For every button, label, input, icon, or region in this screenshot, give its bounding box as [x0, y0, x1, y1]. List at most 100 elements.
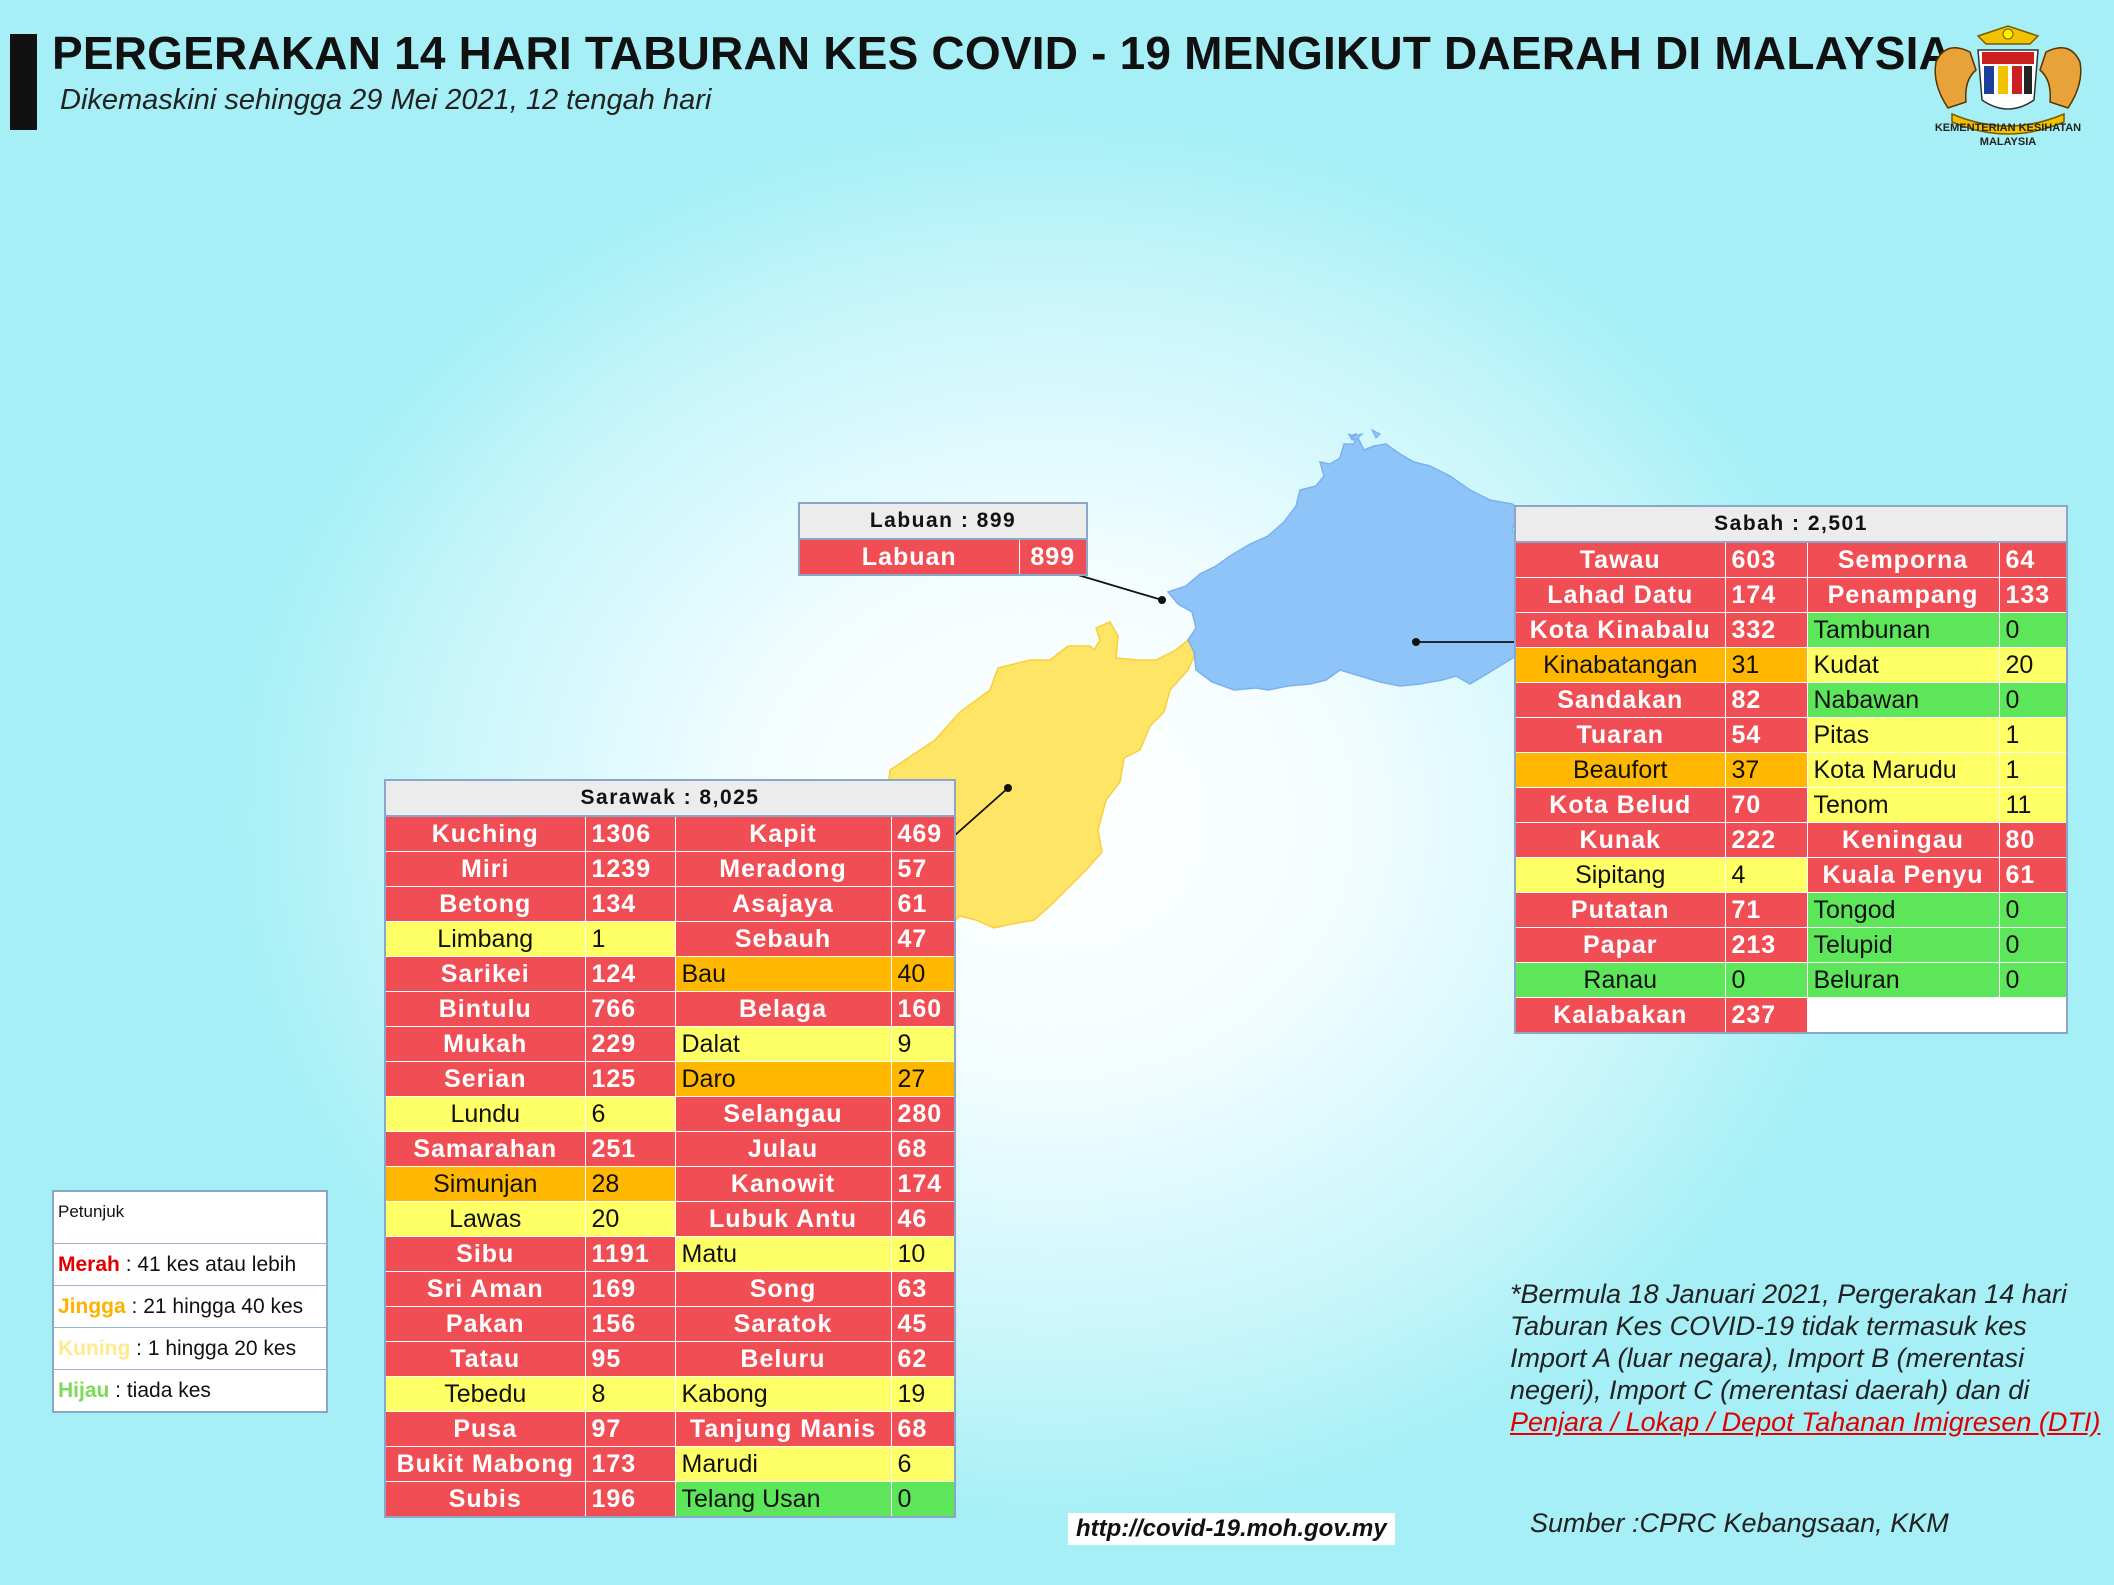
district-cases: 11 — [1999, 788, 2067, 823]
legend-box: Petunjuk Merah : 41 kes atau lebih Jingg… — [52, 1190, 328, 1413]
district-name: Meradong — [675, 852, 891, 887]
district-cases: 71 — [1725, 893, 1807, 928]
table-row: Kota Kinabalu 332 Tambunan 0 — [1515, 613, 2067, 648]
district-name: Ranau — [1515, 963, 1725, 998]
district-cases: 1239 — [585, 852, 675, 887]
district-name: Marudi — [675, 1447, 891, 1482]
labuan-marker — [1158, 596, 1166, 604]
legend-text: : 41 kes atau lebih — [120, 1253, 296, 1276]
table-row: Tebedu 8 Kabong 19 — [385, 1377, 955, 1412]
district-name: Sarikei — [385, 957, 585, 992]
district-name: Sibu — [385, 1237, 585, 1272]
district-cases: 222 — [1725, 823, 1807, 858]
district-cases: 46 — [891, 1202, 955, 1237]
website-url[interactable]: http://covid-19.moh.gov.my — [1068, 1513, 1395, 1545]
table-row: Tuaran 54 Pitas 1 — [1515, 718, 2067, 753]
district-name: Kalabakan — [1515, 998, 1725, 1034]
district-cases: 10 — [891, 1237, 955, 1272]
legend-item-hijau: Hijau : tiada kes — [54, 1370, 326, 1411]
table-row: Betong 134 Asajaya 61 — [385, 887, 955, 922]
district-cases: 134 — [585, 887, 675, 922]
table-row: Papar 213 Telupid 0 — [1515, 928, 2067, 963]
district-name: Kabong — [675, 1377, 891, 1412]
district-cases: 0 — [891, 1482, 955, 1518]
legend-text: : 1 hingga 20 kes — [130, 1337, 296, 1360]
district-name: Miri — [385, 852, 585, 887]
table-row: Sipitang 4 Kuala Penyu 61 — [1515, 858, 2067, 893]
district-name: Asajaya — [675, 887, 891, 922]
district-cases: 63 — [891, 1272, 955, 1307]
district-cases: 133 — [1999, 578, 2067, 613]
legend-item-merah: Merah : 41 kes atau lebih — [54, 1244, 326, 1286]
district-name: Kuching — [385, 816, 585, 852]
table-row: Lawas 20 Lubuk Antu 46 — [385, 1202, 955, 1237]
table-row: Mukah 229 Dalat 9 — [385, 1027, 955, 1062]
district-cases: 40 — [891, 957, 955, 992]
district-cases: 0 — [1999, 928, 2067, 963]
district-cases: 174 — [1725, 578, 1807, 613]
district-cases: 47 — [891, 922, 955, 957]
district-name: Belaga — [675, 992, 891, 1027]
legend-text: : tiada kes — [109, 1379, 211, 1402]
district-cases: 469 — [891, 816, 955, 852]
district-cases: 0 — [1999, 963, 2067, 998]
district-name: Bukit Mabong — [385, 1447, 585, 1482]
district-name: Labuan — [799, 539, 1019, 575]
district-cases: 20 — [1999, 648, 2067, 683]
district-name: Pitas — [1807, 718, 1999, 753]
district-name: Putatan — [1515, 893, 1725, 928]
table-row: Lahad Datu 174 Penampang 133 — [1515, 578, 2067, 613]
table-row: Tatau 95 Beluru 62 — [385, 1342, 955, 1377]
district-cases: 213 — [1725, 928, 1807, 963]
district-cases: 0 — [1725, 963, 1807, 998]
table-row: Kuching 1306 Kapit 469 — [385, 816, 955, 852]
district-cases: 27 — [891, 1062, 955, 1097]
district-name: Sri Aman — [385, 1272, 585, 1307]
table-row: Limbang 1 Sebauh 47 — [385, 922, 955, 957]
table-row: Ranau 0 Beluran 0 — [1515, 963, 2067, 998]
district-name: Tongod — [1807, 893, 1999, 928]
district-cases: 80 — [1999, 823, 2067, 858]
district-cases: 173 — [585, 1447, 675, 1482]
table-row: Bintulu 766 Belaga 160 — [385, 992, 955, 1027]
table-row: Lundu 6 Selangau 280 — [385, 1097, 955, 1132]
footnote-text: *Bermula 18 Januari 2021, Pergerakan 14 … — [1510, 1279, 2067, 1405]
district-name: Saratok — [675, 1307, 891, 1342]
district-name: Selangau — [675, 1097, 891, 1132]
sarawak-table: Sarawak : 8,025 Kuching 1306 Kapit 469 Miri 1… — [384, 779, 956, 1518]
district-cases: 899 — [1019, 539, 1087, 575]
district-name: Tawau — [1515, 542, 1725, 578]
legend-text: : 21 hingga 40 kes — [126, 1295, 303, 1318]
district-name: Kapit — [675, 816, 891, 852]
district-cases: 251 — [585, 1132, 675, 1167]
district-cases: 9 — [891, 1027, 955, 1062]
district-cases: 97 — [585, 1412, 675, 1447]
sabah-header: Sabah : 2,501 — [1515, 506, 2067, 542]
district-name: Limbang — [385, 922, 585, 957]
labuan-table: Labuan : 899 Labuan 899 — [798, 502, 1088, 576]
district-name: Papar — [1515, 928, 1725, 963]
footnote-link[interactable]: Penjara / Lokap / Depot Tahanan Imigrese… — [1510, 1407, 2100, 1437]
district-cases: 70 — [1725, 788, 1807, 823]
district-cases: 68 — [891, 1412, 955, 1447]
district-cases: 169 — [585, 1272, 675, 1307]
district-cases: 64 — [1999, 542, 2067, 578]
district-name: Kota Kinabalu — [1515, 613, 1725, 648]
table-row: Pakan 156 Saratok 45 — [385, 1307, 955, 1342]
district-name: Samarahan — [385, 1132, 585, 1167]
table-row: Kalabakan 237 — [1515, 998, 2067, 1034]
district-cases: 125 — [585, 1062, 675, 1097]
district-name: Kunak — [1515, 823, 1725, 858]
district-name: Julau — [675, 1132, 891, 1167]
district-name — [1807, 998, 1999, 1034]
district-cases: 8 — [585, 1377, 675, 1412]
district-cases: 19 — [891, 1377, 955, 1412]
district-name: Kinabatangan — [1515, 648, 1725, 683]
district-cases: 0 — [1999, 893, 2067, 928]
district-cases: 6 — [891, 1447, 955, 1482]
district-name: Sipitang — [1515, 858, 1725, 893]
district-name: Serian — [385, 1062, 585, 1097]
district-cases: 20 — [585, 1202, 675, 1237]
district-cases: 1 — [1999, 718, 2067, 753]
sarawak-marker — [1004, 784, 1012, 792]
